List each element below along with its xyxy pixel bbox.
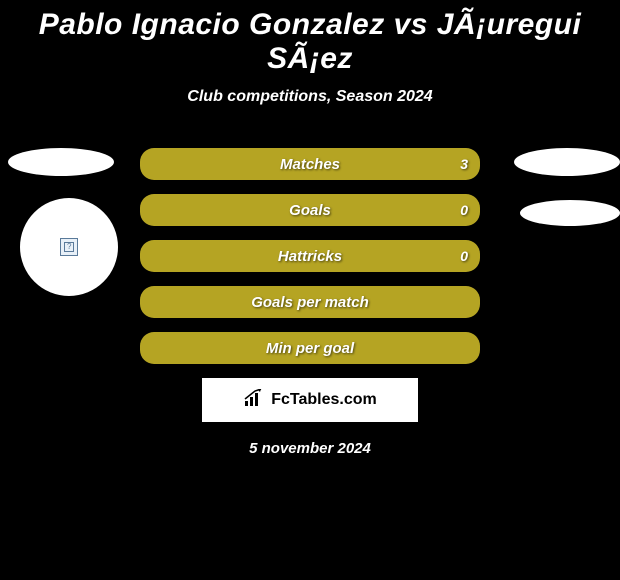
- stats-container: Matches 3 Goals 0 Hattricks 0 Goals per …: [140, 148, 480, 364]
- stat-bar-goals-per-match: Goals per match: [140, 286, 480, 318]
- stat-bar-min-per-goal: Min per goal: [140, 332, 480, 364]
- brand-text: FcTables.com: [271, 391, 377, 409]
- page-title: Pablo Ignacio Gonzalez vs JÃ¡uregui SÃ¡e…: [0, 0, 620, 76]
- stat-label: Goals: [289, 202, 331, 219]
- chart-icon: [243, 389, 267, 412]
- brand-logo: FcTables.com: [243, 389, 377, 412]
- stat-label: Hattricks: [278, 248, 342, 265]
- content-area: Matches 3 Goals 0 Hattricks 0 Goals per …: [0, 148, 620, 457]
- left-player-ellipse-1: [8, 148, 114, 176]
- right-player-ellipse-1: [514, 148, 620, 176]
- brand-box: FcTables.com: [202, 378, 418, 422]
- stat-value: 0: [460, 202, 468, 218]
- broken-image-icon: [60, 238, 78, 256]
- stat-bar-matches: Matches 3: [140, 148, 480, 180]
- right-player-ellipse-2: [520, 200, 620, 226]
- stat-bar-goals: Goals 0: [140, 194, 480, 226]
- stat-label: Min per goal: [266, 340, 354, 357]
- date-text: 5 november 2024: [0, 440, 620, 457]
- stat-value: 3: [460, 156, 468, 172]
- stat-bar-hattricks: Hattricks 0: [140, 240, 480, 272]
- stat-label: Matches: [280, 156, 340, 173]
- left-player-avatar: [20, 198, 118, 296]
- stat-label: Goals per match: [251, 294, 369, 311]
- stat-value: 0: [460, 248, 468, 264]
- subtitle: Club competitions, Season 2024: [0, 88, 620, 106]
